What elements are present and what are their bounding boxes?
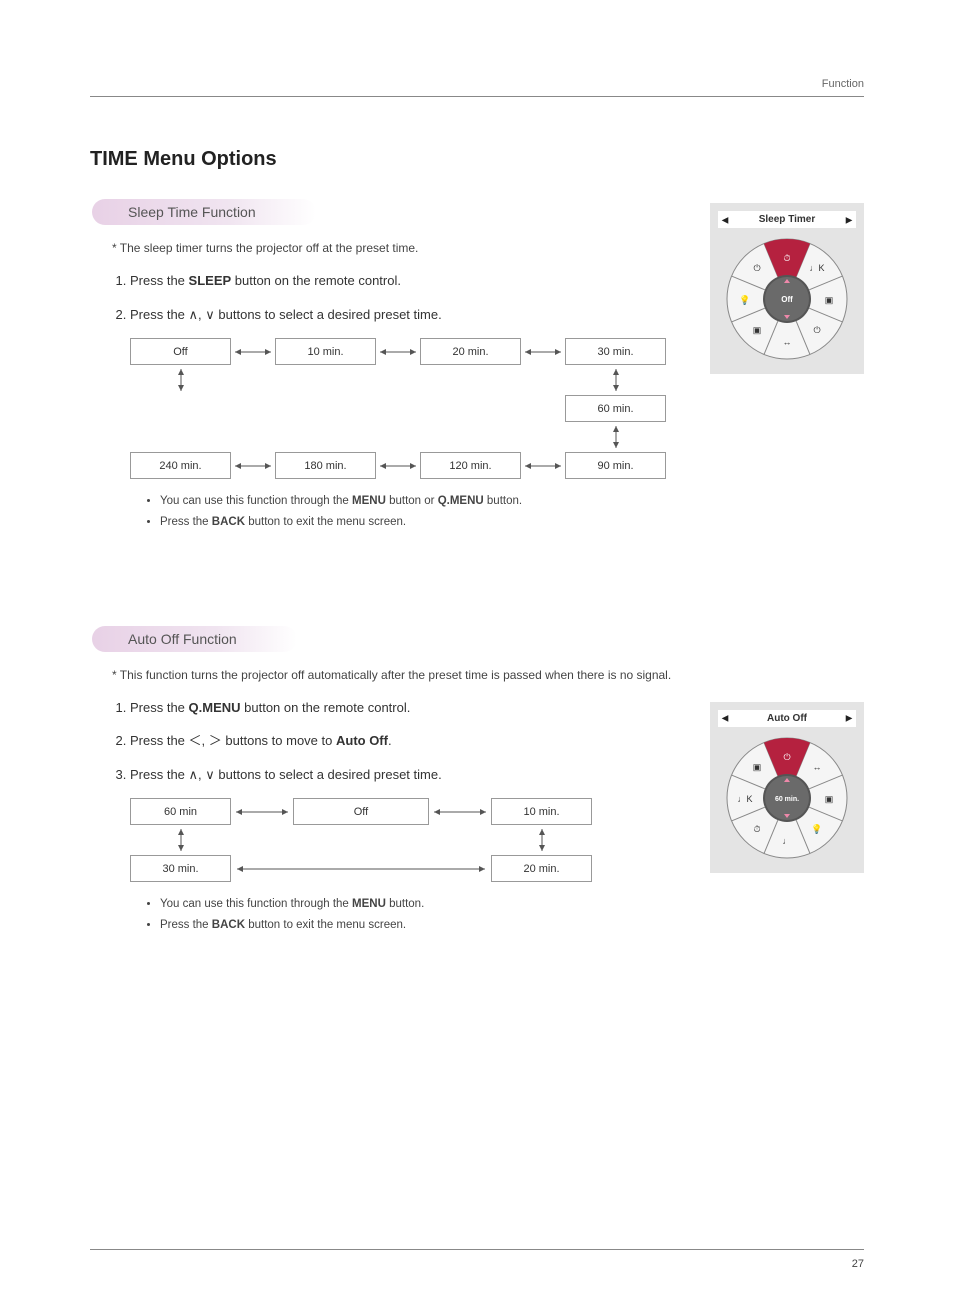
sleep-section: Sleep Time Function * The sleep timer tu… [90, 199, 864, 536]
triangle-right-icon: ▶ [846, 714, 852, 723]
svg-text:▣: ▣ [825, 295, 834, 305]
sleep-bullet-2: Press the BACK button to exit the menu s… [160, 514, 690, 531]
auto-step-3: Press the ∧, ∨ buttons to select a desir… [130, 765, 690, 785]
auto-osd-center-label: 60 min. [775, 796, 799, 803]
page-number: 27 [852, 1258, 864, 1270]
flow-arrow-long [231, 856, 492, 882]
sleep-osd-wheel: Off ⏱ ♩K ▣ ⏻ ↔ [722, 234, 852, 364]
flow-arrow-h [231, 339, 276, 365]
auto-note: * This function turns the projector off … [112, 668, 864, 682]
sleep-osd-panel: ◀ Sleep Timer ▶ [710, 203, 864, 374]
sleep-step-2: Press the ∧, ∨ buttons to select a desir… [130, 305, 690, 325]
flow-node: 240 min. [131, 453, 231, 479]
svg-text:⏱: ⏱ [783, 253, 790, 263]
auto-section: Auto Off Function * This function turns … [90, 626, 864, 939]
flow-node: 10 min. [492, 799, 592, 825]
triangle-left-icon: ◀ [722, 714, 728, 723]
svg-text:▣: ▣ [753, 762, 762, 772]
auto-bullet-2: Press the BACK button to exit the menu s… [160, 917, 690, 934]
flow-node: 180 min. [276, 453, 376, 479]
flow-node: 30 min. [566, 339, 666, 365]
sleep-bullet-1: You can use this function through the ME… [160, 493, 690, 510]
svg-text:⏻: ⏻ [753, 263, 760, 273]
flow-arrow-h [428, 799, 491, 825]
flow-arrow-h [521, 339, 566, 365]
svg-text:↔: ↔ [813, 762, 822, 772]
flow-node: Off [131, 339, 231, 365]
triangle-right-icon: ▶ [846, 215, 852, 224]
flow-arrow-v [566, 365, 666, 396]
flow-node: 60 min [131, 799, 231, 825]
header-section-label: Function [822, 78, 864, 90]
triangle-left-icon: ◀ [722, 215, 728, 224]
flow-node: 20 min. [492, 856, 592, 882]
svg-text:💡: 💡 [811, 823, 822, 834]
svg-text:💡: 💡 [739, 294, 750, 305]
flow-node: 120 min. [421, 453, 521, 479]
svg-text:⏻: ⏻ [813, 325, 820, 335]
svg-text:⏻: ⏻ [783, 752, 790, 762]
svg-text:♩: ♩ [783, 836, 792, 846]
flow-node: 60 min. [566, 396, 666, 422]
header-rule [90, 96, 864, 97]
page-title: TIME Menu Options [90, 148, 864, 171]
flow-node: 90 min. [566, 453, 666, 479]
sleep-note: * The sleep timer turns the projector of… [112, 241, 690, 255]
svg-text:▣: ▣ [825, 794, 834, 804]
sleep-osd-center-label: Off [781, 295, 793, 304]
flow-node: 20 min. [421, 339, 521, 365]
flow-node: 10 min. [276, 339, 376, 365]
sleep-subheader: Sleep Time Function [92, 199, 316, 225]
footer-rule [90, 1249, 864, 1250]
svg-text:♩K: ♩K [737, 794, 752, 804]
auto-bullet-1: You can use this function through the ME… [160, 896, 690, 913]
auto-subheader: Auto Off Function [92, 626, 297, 652]
svg-text:⏱: ⏱ [753, 824, 760, 834]
flow-arrow-v [131, 825, 231, 856]
auto-step-1: Press the Q.MENU button on the remote co… [130, 698, 690, 718]
flow-node: Off [294, 799, 429, 825]
svg-text:▣: ▣ [753, 325, 762, 335]
auto-osd-title: ◀ Auto Off ▶ [718, 710, 856, 727]
flow-arrow-h [376, 453, 421, 479]
sleep-flow-diagram: Off 10 min. 20 min. 30 min. [130, 338, 690, 479]
auto-osd-wheel: 60 min. ⏻ ↔ ▣ 💡 ♩ ⏱ [722, 733, 852, 863]
auto-step-2: Press the ＜, ＞ buttons to move to Auto O… [130, 731, 690, 751]
auto-osd-panel: ◀ Auto Off ▶ [710, 702, 864, 873]
svg-text:♩K: ♩K [809, 263, 824, 273]
flow-arrow-h [231, 453, 276, 479]
flow-arrow-h [231, 799, 294, 825]
svg-text:↔: ↔ [783, 337, 792, 347]
sleep-step-1: Press the SLEEP button on the remote con… [130, 271, 690, 291]
flow-node: 30 min. [131, 856, 231, 882]
flow-arrow-v [566, 422, 666, 453]
flow-arrow-h [376, 339, 421, 365]
flow-arrow-v [492, 825, 592, 856]
flow-arrow-h [521, 453, 566, 479]
flow-arrow-v [131, 365, 231, 396]
auto-flow-diagram: 60 min Off 10 min. [130, 798, 690, 882]
sleep-osd-title: ◀ Sleep Timer ▶ [718, 211, 856, 228]
